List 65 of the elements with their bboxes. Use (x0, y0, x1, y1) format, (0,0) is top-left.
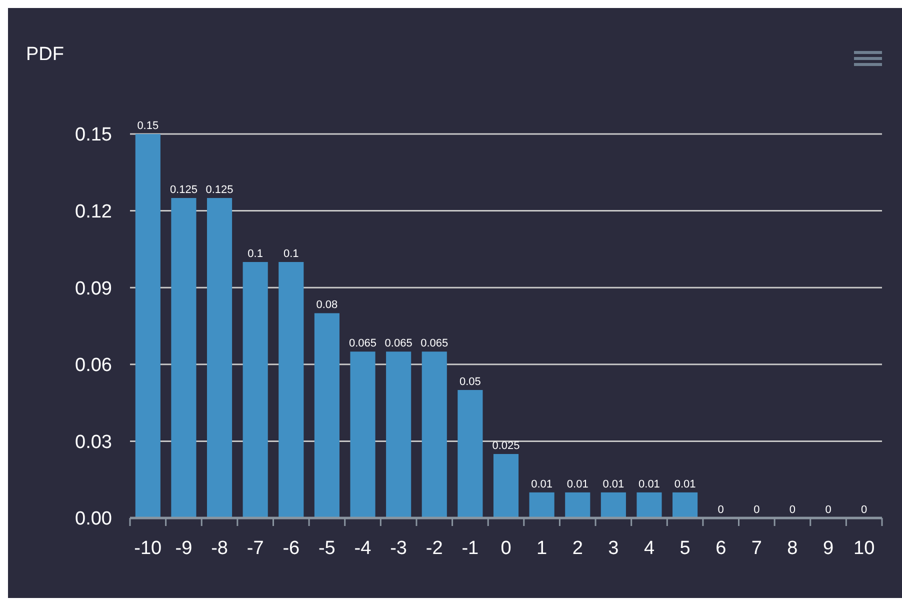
data-label: 0.01 (602, 478, 624, 490)
data-label: 0 (861, 504, 868, 516)
bar (171, 198, 196, 518)
bar (493, 454, 519, 518)
chart-title: PDF (26, 44, 64, 65)
x-tick-label: 1 (536, 538, 548, 559)
data-label: 0 (718, 504, 724, 516)
data-label: 0.01 (638, 478, 660, 490)
bar (314, 313, 340, 518)
data-label: 0 (789, 504, 796, 516)
x-tick-label: 7 (751, 538, 762, 559)
data-label: 0.065 (348, 338, 377, 350)
data-label: 0.05 (459, 376, 481, 388)
bar (600, 492, 626, 518)
x-tick-label: -6 (282, 538, 300, 559)
data-label: 0.15 (137, 120, 159, 132)
x-tick-label: -1 (462, 538, 479, 559)
data-label: 0.01 (531, 478, 553, 490)
x-tick-label: 2 (572, 538, 583, 559)
y-tick-label: 0.15 (75, 124, 112, 146)
y-tick-label: 0.00 (75, 508, 112, 530)
x-tick-label: -8 (211, 538, 228, 559)
data-label: 0.1 (283, 248, 299, 260)
bar (206, 198, 232, 518)
x-tick-label: 10 (854, 538, 875, 559)
bar (422, 352, 447, 518)
x-tick-label: -4 (354, 538, 372, 559)
x-tick-label: -5 (318, 538, 336, 559)
data-label: 0.01 (674, 478, 696, 490)
bar (350, 352, 376, 518)
y-tick-label: 0.06 (75, 355, 112, 376)
x-tick-label: 9 (822, 538, 834, 559)
bar (458, 390, 483, 518)
x-tick-label: 6 (716, 538, 726, 559)
bar (672, 492, 698, 518)
data-label: 0 (754, 504, 760, 516)
bar (135, 134, 160, 518)
data-label: 0.065 (384, 338, 412, 350)
x-tick-label: 3 (608, 538, 619, 559)
data-label: 0.025 (492, 440, 520, 452)
data-label: 0.08 (316, 299, 338, 312)
x-tick-label: -2 (426, 538, 443, 559)
data-label: 0.125 (170, 184, 198, 196)
x-tick-label: -7 (246, 538, 264, 559)
x-tick-label: -9 (175, 538, 192, 559)
y-tick-label: 0.12 (75, 201, 112, 222)
y-tick-label: 0.09 (75, 278, 112, 300)
x-tick-label: 8 (787, 538, 798, 559)
bar (565, 492, 590, 518)
bar (278, 262, 304, 518)
bar (386, 352, 412, 518)
x-tick-label: -3 (390, 538, 408, 559)
bar (529, 492, 554, 518)
bar (636, 492, 662, 518)
x-tick-label: -10 (134, 538, 162, 559)
data-label: 0.1 (248, 248, 263, 260)
data-label: 0.065 (420, 338, 448, 350)
x-tick-label: 5 (680, 538, 690, 559)
data-label: 0.125 (206, 184, 234, 196)
data-label: 0.01 (566, 478, 588, 490)
y-tick-label: 0.03 (75, 432, 112, 453)
x-tick-label: 4 (644, 538, 655, 559)
bar (242, 262, 268, 518)
data-label: 0 (825, 504, 832, 516)
x-tick-label: 0 (500, 538, 512, 559)
